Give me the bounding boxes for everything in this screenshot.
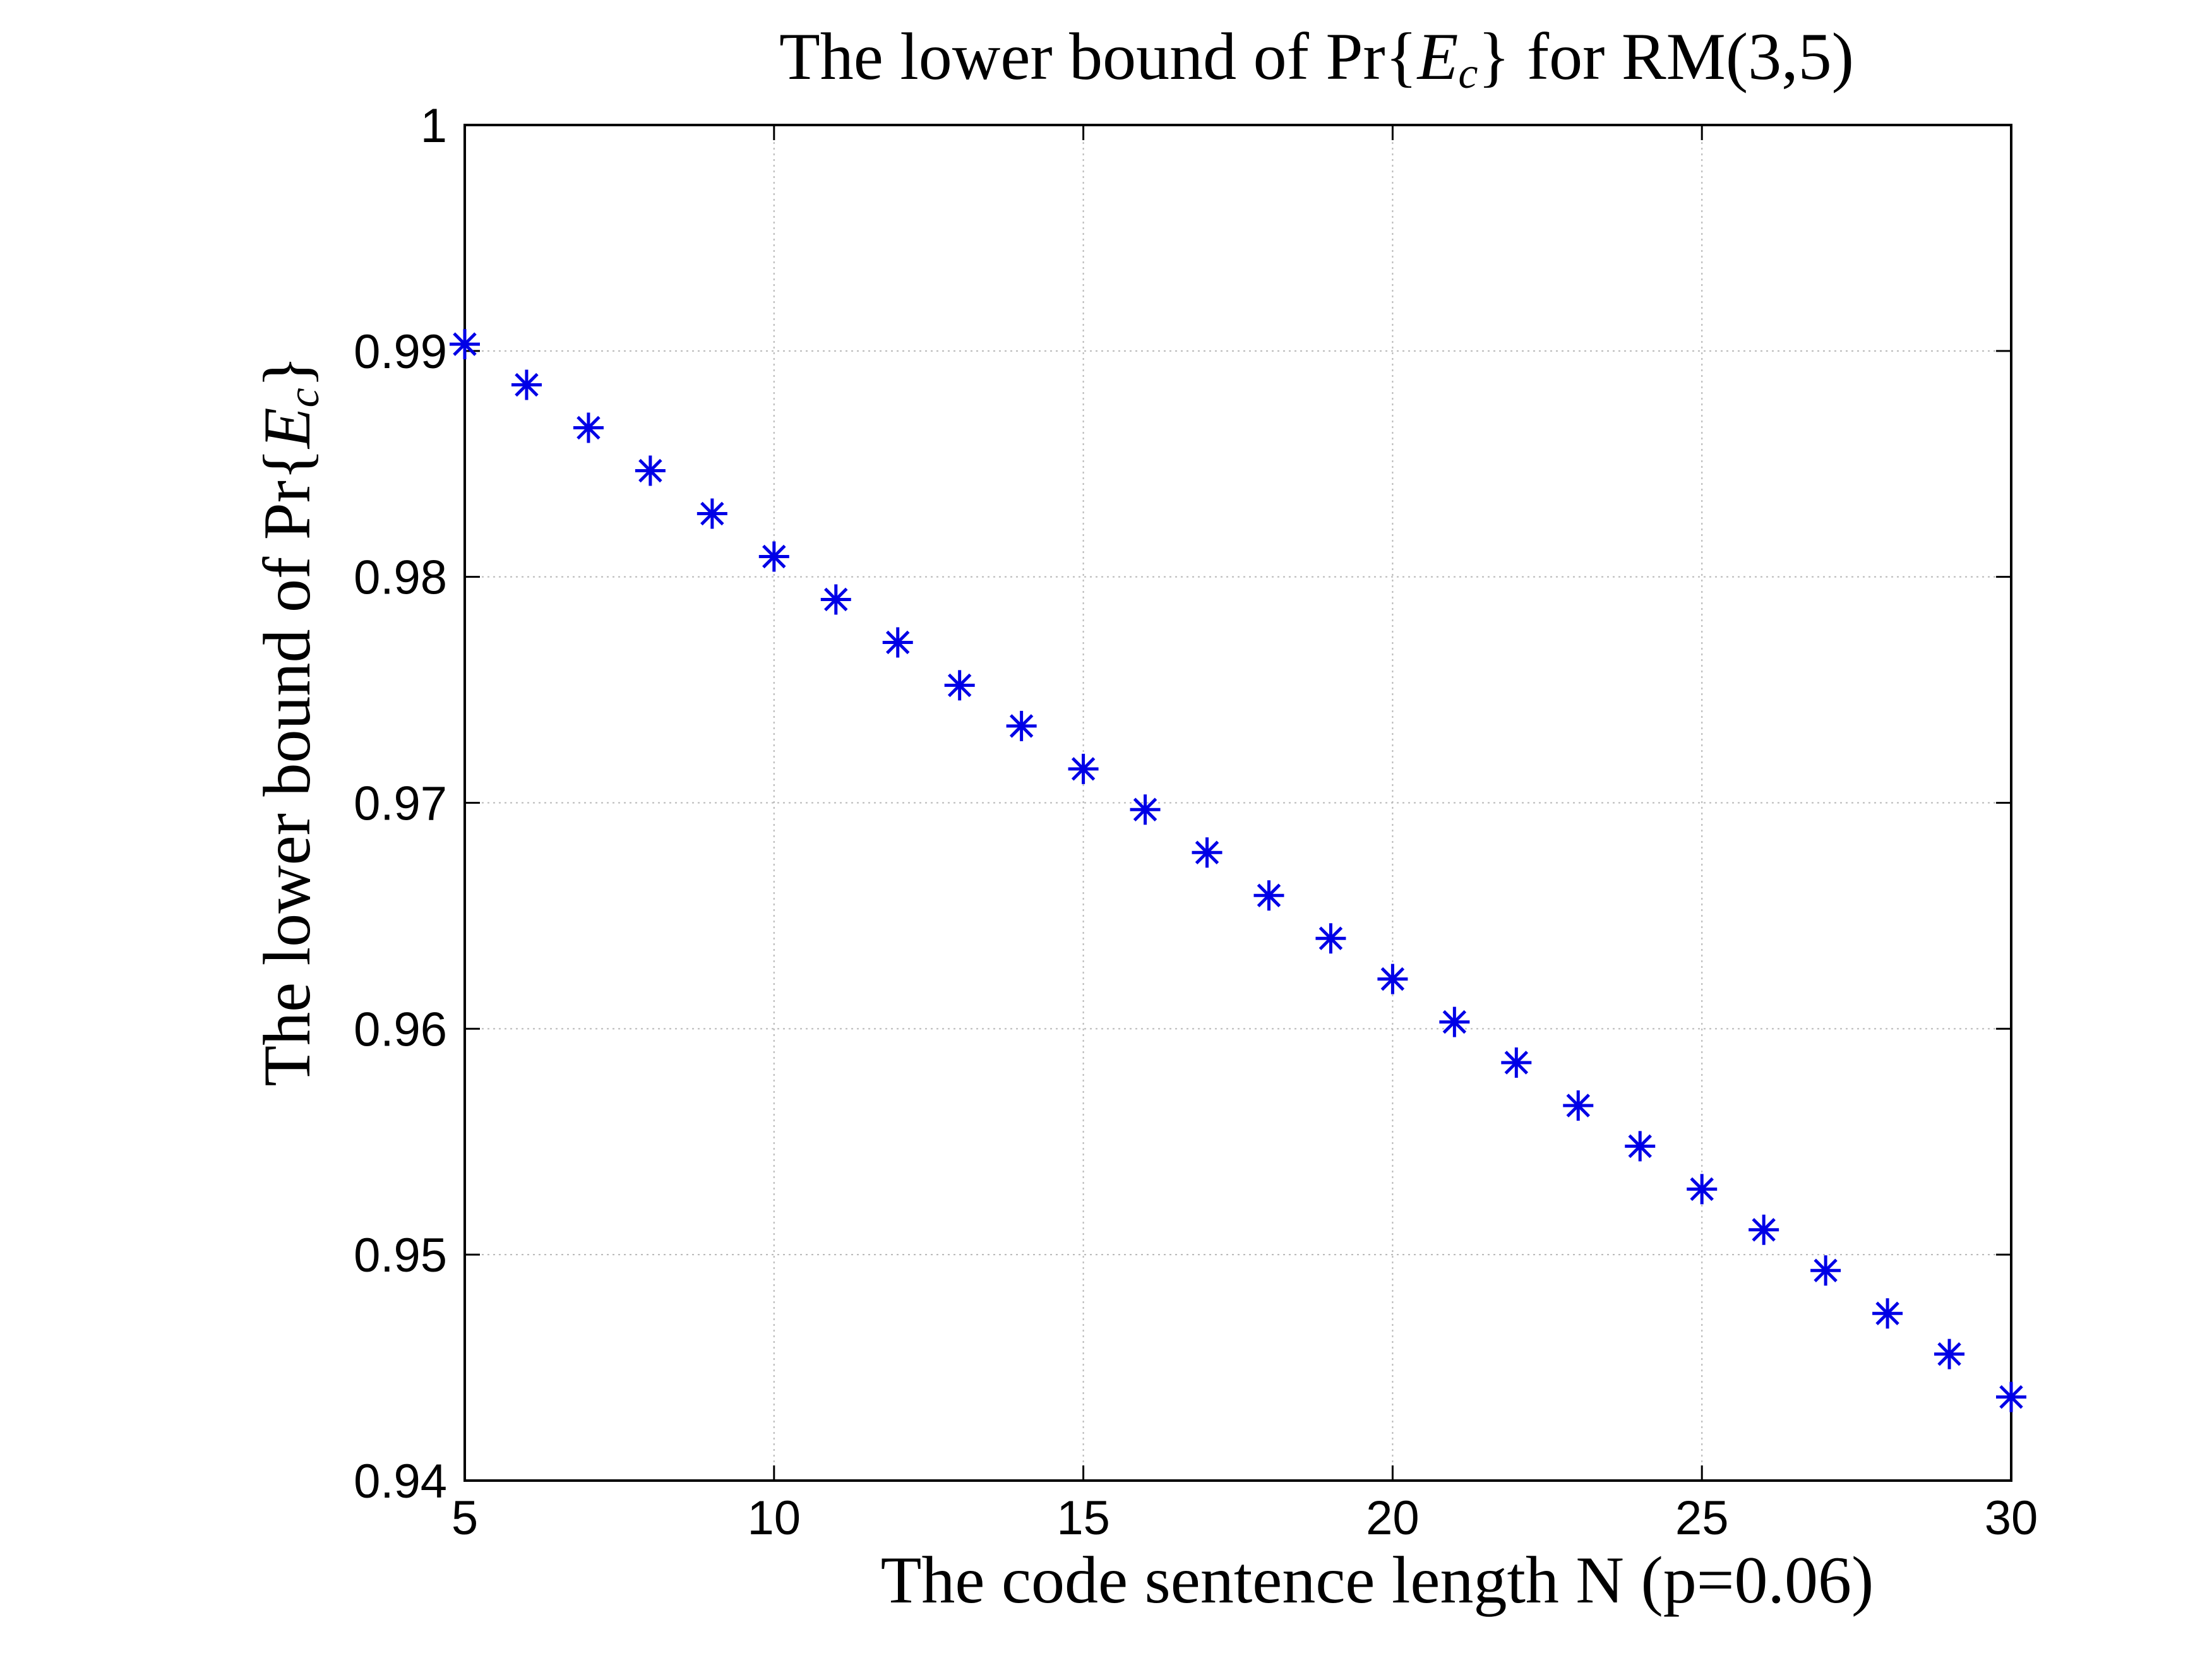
data-point <box>1996 1381 2026 1412</box>
x-tick-label: 25 <box>1675 1491 1729 1545</box>
data-point <box>1687 1174 1718 1205</box>
data-point <box>1377 963 1408 994</box>
data-point <box>511 369 542 400</box>
x-tick-label: 30 <box>1985 1491 2038 1545</box>
data-point <box>1749 1214 1779 1245</box>
data-point <box>1563 1090 1594 1121</box>
x-tick-label: 5 <box>451 1491 478 1545</box>
data-point <box>1006 710 1037 741</box>
y-tick-label: 0.97 <box>354 777 447 831</box>
data-point <box>820 584 851 615</box>
x-tick-label: 10 <box>748 1491 801 1545</box>
data-point <box>450 329 480 360</box>
data-point <box>1315 923 1346 954</box>
data-point <box>1439 1006 1470 1037</box>
plot-area-frame <box>463 124 2012 1482</box>
data-point <box>1625 1131 1656 1162</box>
y-axis-label: The lower bound of Pr{Ec} <box>250 355 328 1086</box>
data-point <box>573 412 604 443</box>
x-tick-label: 20 <box>1366 1491 1420 1545</box>
data-point <box>1253 880 1284 911</box>
data-series <box>450 329 2026 1412</box>
y-tick-label: 0.99 <box>354 325 447 379</box>
data-point <box>758 541 789 572</box>
data-point <box>1068 753 1099 784</box>
data-point <box>635 455 666 486</box>
x-tick-label: 15 <box>1056 1491 1110 1545</box>
grid <box>465 125 2011 1481</box>
y-tick-label: 1 <box>421 99 447 153</box>
data-point <box>1872 1298 1903 1329</box>
y-tick-label: 0.98 <box>354 551 447 605</box>
data-point <box>882 627 913 658</box>
y-tick-label: 0.94 <box>354 1455 447 1508</box>
x-axis-label: The code sentence length N (p=0.06) <box>881 1543 1874 1617</box>
y-axis-tick-labels: 0.94 0.95 0.96 0.97 0.98 0.99 1 <box>354 99 447 1508</box>
y-tick-label: 0.95 <box>354 1229 447 1282</box>
x-axis-tick-labels: 5 10 15 20 25 30 <box>451 1491 2038 1545</box>
chart-title: The lower bound of Pr{Ec} for RM(3,5) <box>779 20 1854 98</box>
data-point <box>1810 1255 1841 1286</box>
data-point <box>1934 1339 1965 1369</box>
data-point <box>1130 794 1161 825</box>
data-point <box>1501 1047 1532 1078</box>
data-point <box>944 670 975 701</box>
data-point <box>1192 837 1223 868</box>
data-point <box>696 498 727 529</box>
y-tick-label: 0.96 <box>354 1003 447 1056</box>
